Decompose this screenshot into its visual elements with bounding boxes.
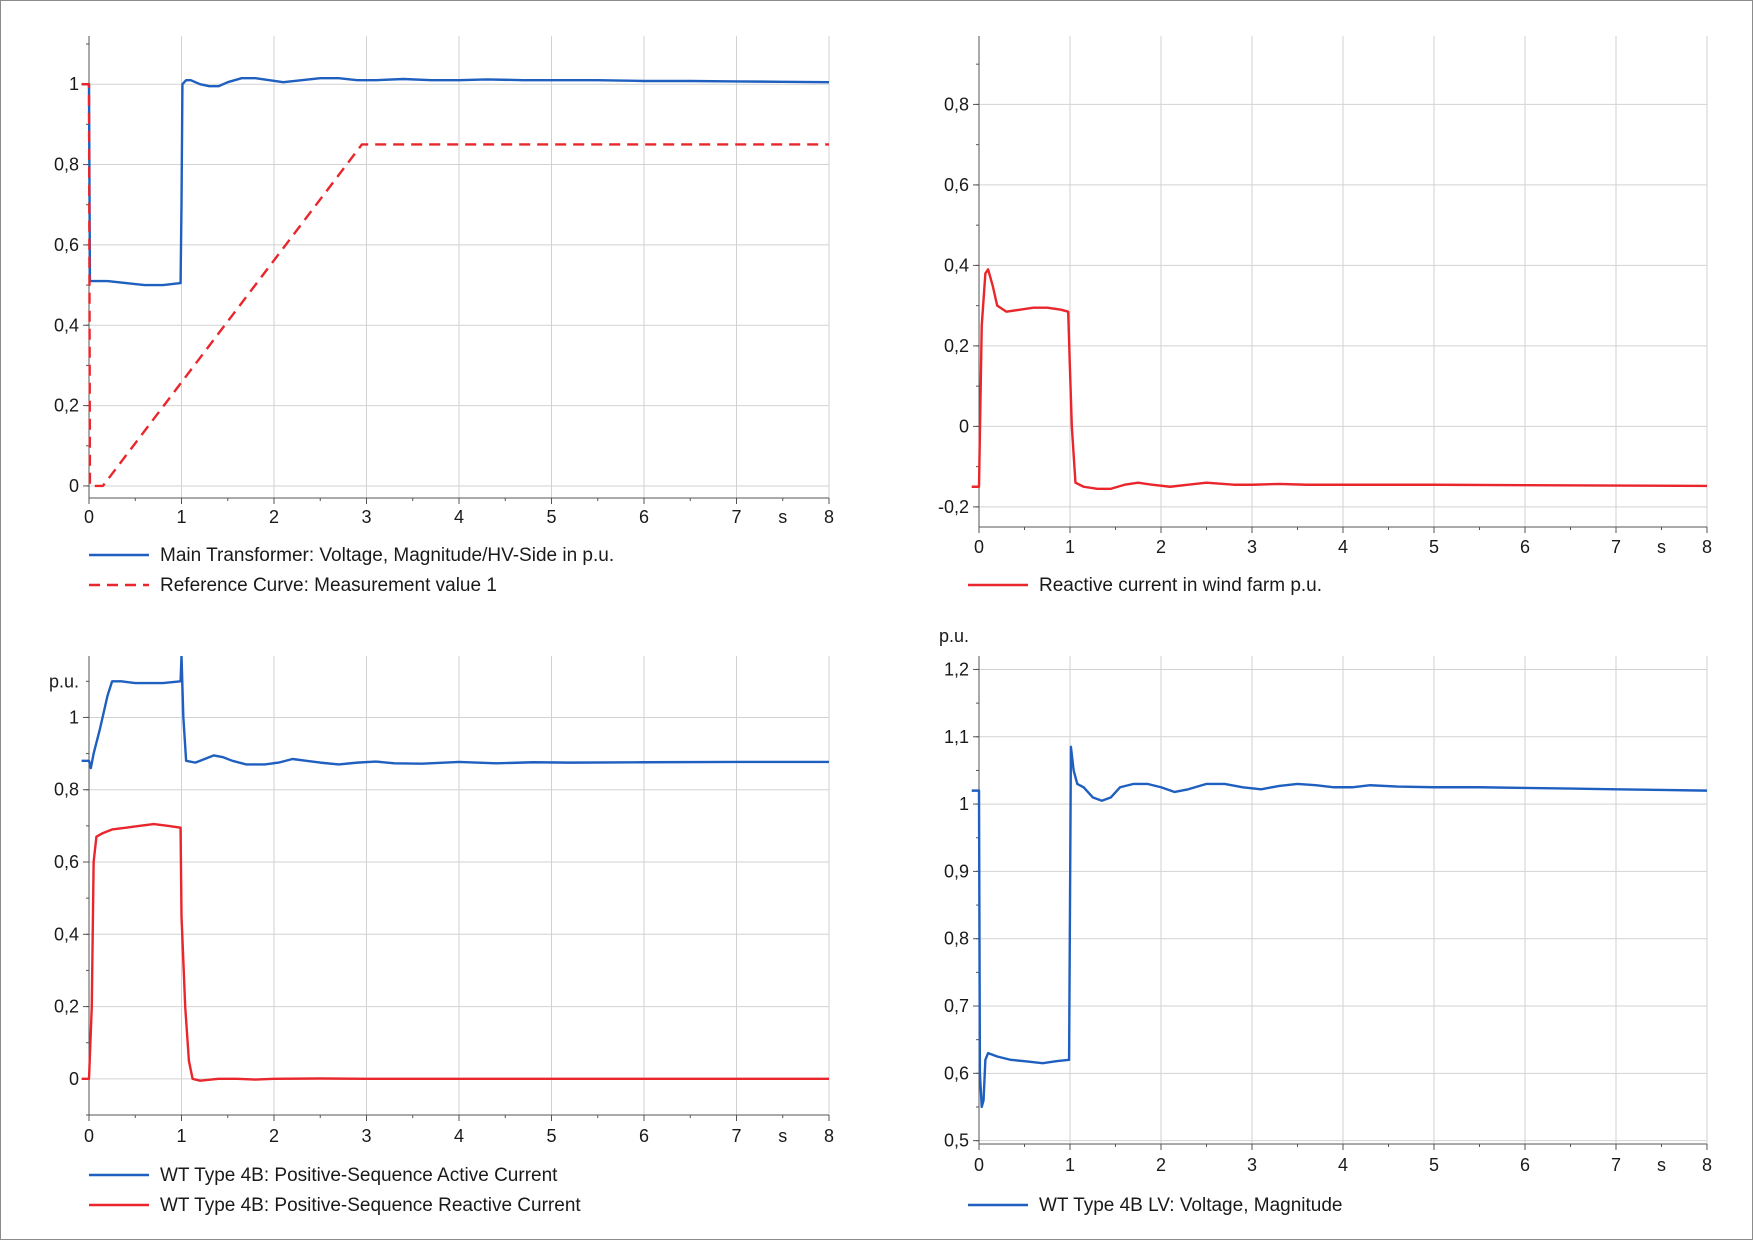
y-tick-label: 0 — [69, 1069, 79, 1089]
x-tick-label: 3 — [361, 1126, 371, 1146]
y-tick-label: 1,1 — [944, 727, 969, 747]
x-tick-label: 2 — [1156, 1155, 1166, 1175]
series-line-1 — [971, 745, 1708, 1109]
x-unit-label: s — [778, 1126, 787, 1146]
y-tick-label: 0 — [959, 416, 969, 436]
series-line-1 — [81, 656, 829, 770]
legend-label: WT Type 4B LV: Voltage, Magnitude — [1039, 1195, 1342, 1216]
legend-label: WT Type 4B: Positive-Sequence Reactive C… — [160, 1195, 581, 1216]
series-line-1 — [81, 76, 830, 287]
series-line-2 — [81, 83, 829, 488]
legend-label: Main Transformer: Voltage, Magnitude/HV-… — [160, 545, 614, 566]
x-unit-label: s — [778, 507, 787, 527]
x-tick-label: 6 — [1520, 537, 1530, 557]
y-tick-label: 0 — [69, 476, 79, 496]
x-tick-label: 3 — [1247, 537, 1257, 557]
x-tick-label: 0 — [84, 507, 94, 527]
x-tick-label: 0 — [974, 1155, 984, 1175]
y-tick-label: 0,6 — [54, 235, 79, 255]
y-tick-label: 0,6 — [944, 1063, 969, 1083]
x-tick-label: 6 — [1520, 1155, 1530, 1175]
y-tick-label: 0,4 — [54, 315, 79, 335]
y-tick-label: 1,2 — [944, 659, 969, 679]
chart-panel-3: 0 1 2 3 4 5 6 7 8 s 0 0,2 0,4 0,6 0,8 1 p.u. WT Type 4B: … — [49, 656, 834, 1216]
x-tick-label: 1 — [176, 507, 186, 527]
x-tick-label: 7 — [731, 1126, 741, 1146]
y-tick-label: 0,8 — [944, 929, 969, 949]
x-tick-label: 5 — [546, 507, 556, 527]
x-tick-label: 7 — [1611, 1155, 1621, 1175]
y-tick-label: 0,6 — [944, 175, 969, 195]
y-unit-label: p.u. — [49, 671, 79, 691]
x-tick-label: 4 — [1338, 537, 1348, 557]
x-tick-label: 8 — [824, 507, 834, 527]
x-tick-label: 5 — [546, 1126, 556, 1146]
x-tick-label: 6 — [639, 507, 649, 527]
x-tick-label: 3 — [361, 507, 371, 527]
x-tick-label: 2 — [269, 507, 279, 527]
legend-label: Reference Curve: Measurement value 1 — [160, 575, 497, 596]
y-unit-label: p.u. — [939, 626, 969, 646]
legend-label: WT Type 4B: Positive-Sequence Active Cur… — [160, 1165, 558, 1186]
y-tick-label: 0,4 — [54, 924, 79, 944]
x-tick-label: 1 — [1065, 1155, 1075, 1175]
x-tick-label: 8 — [1702, 1155, 1712, 1175]
x-tick-label: 5 — [1429, 1155, 1439, 1175]
x-unit-label: s — [1657, 1155, 1666, 1175]
x-tick-label: 8 — [824, 1126, 834, 1146]
x-tick-label: 6 — [639, 1126, 649, 1146]
series-line-1 — [971, 268, 1708, 490]
y-tick-label: 0,4 — [944, 255, 969, 275]
y-tick-label: 0,8 — [54, 155, 79, 175]
y-tick-label: 0,8 — [54, 780, 79, 800]
y-tick-label: 0,7 — [944, 996, 969, 1016]
x-tick-label: 4 — [454, 507, 464, 527]
x-tick-label: 2 — [269, 1126, 279, 1146]
y-tick-label: 0,9 — [944, 861, 969, 881]
y-tick-label: 0,6 — [54, 852, 79, 872]
y-tick-label: 0,2 — [54, 396, 79, 416]
y-tick-label: 1 — [69, 707, 79, 727]
x-tick-label: 0 — [84, 1126, 94, 1146]
y-tick-label: 0,2 — [944, 336, 969, 356]
x-unit-label: s — [1657, 537, 1666, 557]
series-line-2 — [81, 822, 829, 1082]
x-tick-label: 3 — [1247, 1155, 1257, 1175]
x-tick-label: 2 — [1156, 537, 1166, 557]
y-tick-label: 0,2 — [54, 997, 79, 1017]
x-tick-label: 1 — [1065, 537, 1075, 557]
x-tick-label: 7 — [731, 507, 741, 527]
x-tick-label: 0 — [974, 537, 984, 557]
y-tick-label: -0,2 — [938, 497, 969, 517]
x-tick-label: 4 — [454, 1126, 464, 1146]
chart-panel-4: 0 1 2 3 4 5 6 7 8 s 0,5 0,6 0,7 0,8 0,9 1 1,1 1,2 p.u. WT T… — [939, 626, 1712, 1216]
x-tick-label: 5 — [1429, 537, 1439, 557]
x-tick-label: 7 — [1611, 537, 1621, 557]
chart-panel-1: 0 1 2 3 4 5 6 7 8 s 0 0,2 0,4 0,6 0,8 1 Main Transformer… — [54, 36, 834, 596]
x-tick-label: 1 — [176, 1126, 186, 1146]
legend-label: Reactive current in wind farm p.u. — [1039, 575, 1322, 596]
y-tick-label: 0,8 — [944, 94, 969, 114]
y-tick-label: 0,5 — [944, 1131, 969, 1151]
x-tick-label: 4 — [1338, 1155, 1348, 1175]
x-tick-label: 8 — [1702, 537, 1712, 557]
y-tick-label: 1 — [69, 74, 79, 94]
y-tick-label: 1 — [959, 794, 969, 814]
